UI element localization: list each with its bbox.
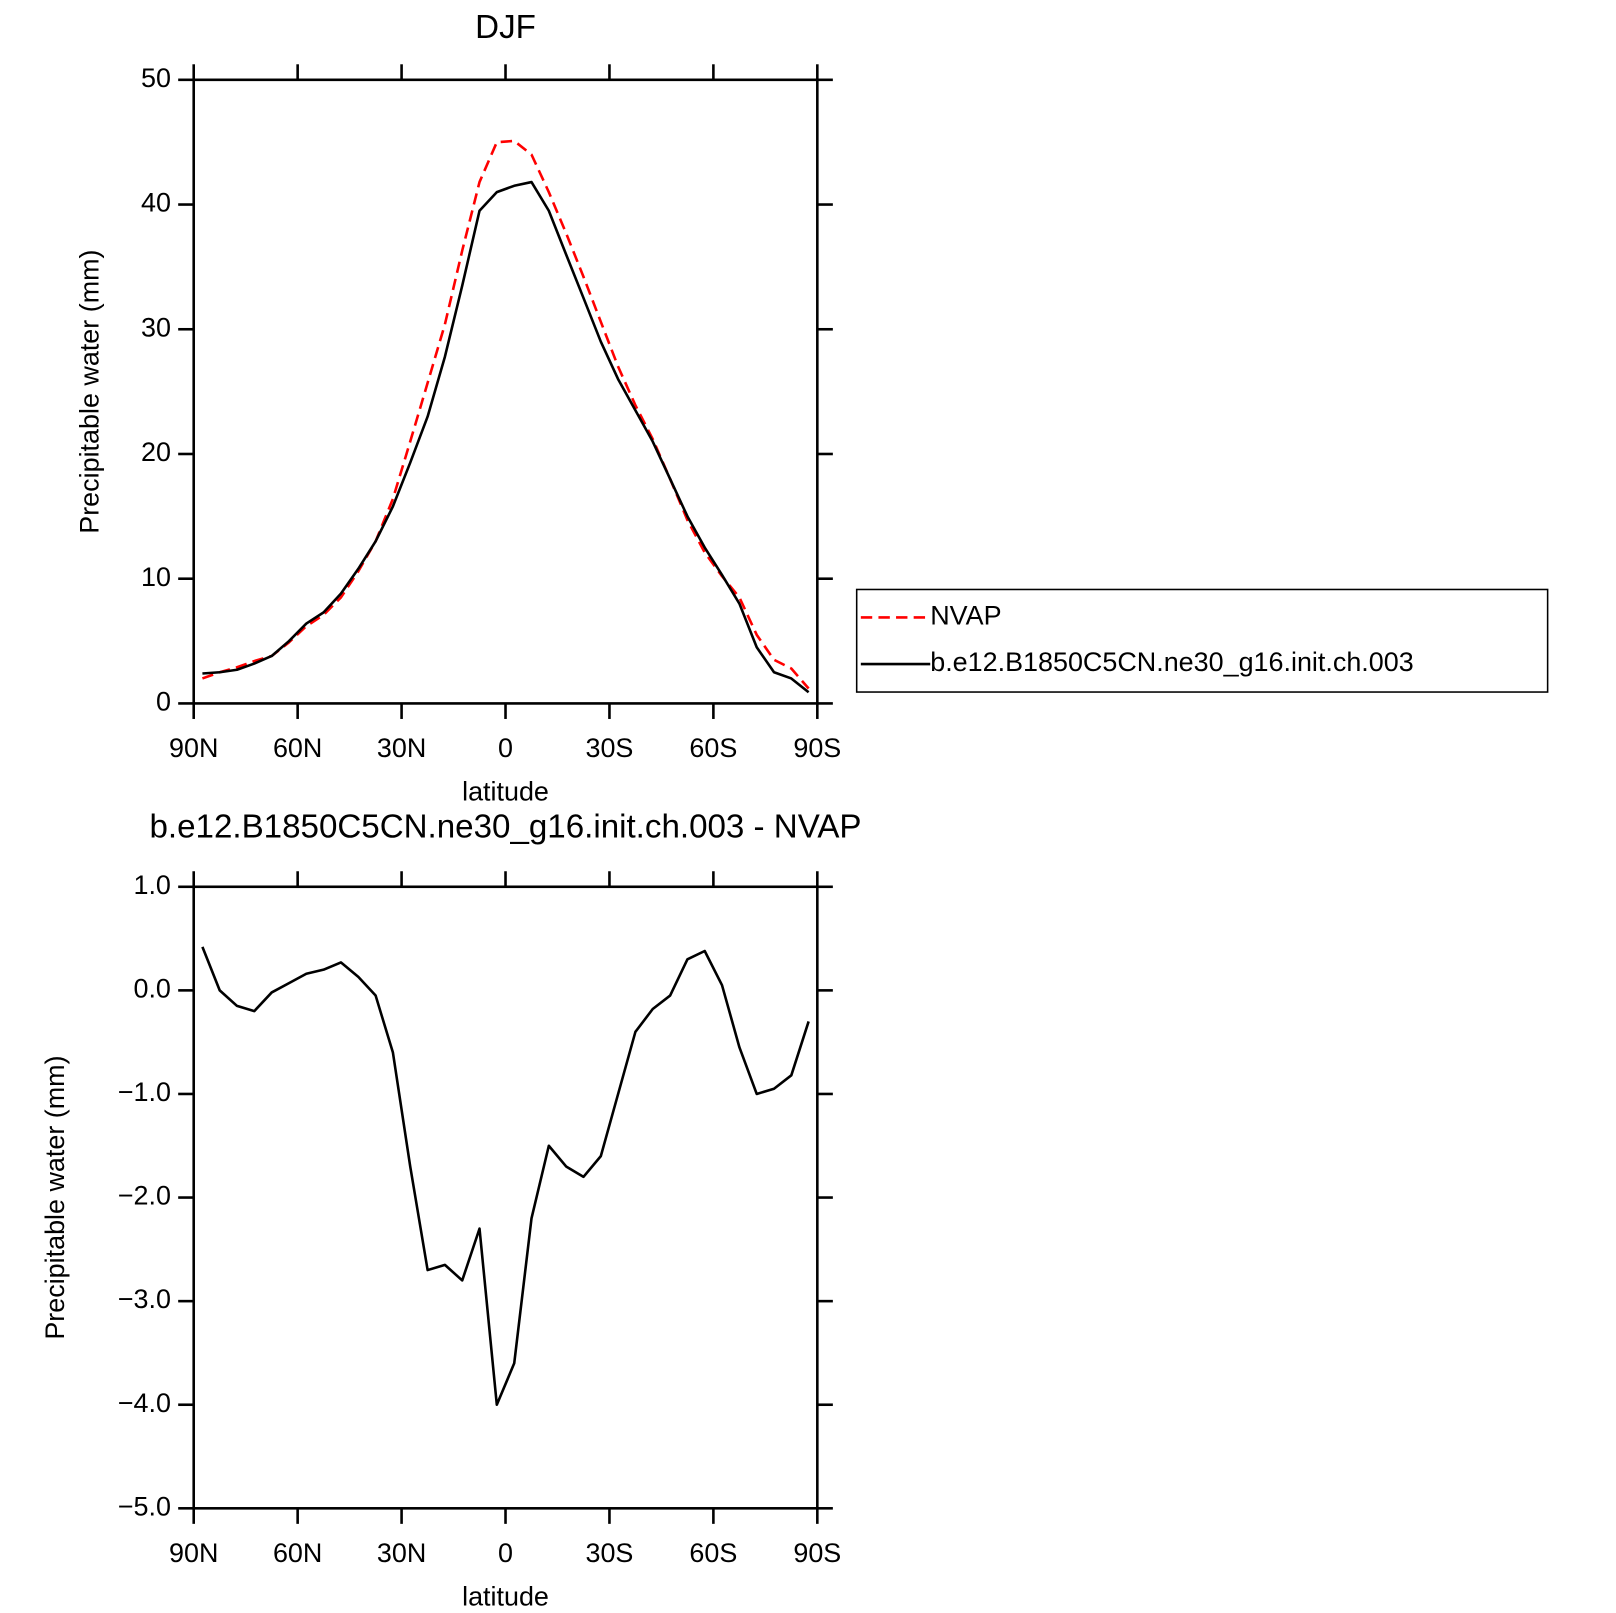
legend-box xyxy=(855,588,1549,693)
y-tick-label: 0.0 xyxy=(133,973,170,1003)
x-tick-label: 60N xyxy=(273,1538,322,1568)
y-axis-label: Precipitable water (mm) xyxy=(40,1055,70,1339)
legend-label: b.e12.B1850C5CN.ne30_g16.init.ch.003 xyxy=(930,647,1413,677)
x-tick-label: 60S xyxy=(689,1538,737,1568)
x-tick-label: 30N xyxy=(377,1538,426,1568)
chart-title: b.e12.B1850C5CN.ne30_g16.init.ch.003 - N… xyxy=(149,809,861,846)
x-axis-label: latitude xyxy=(462,1582,549,1612)
x-tick-label: 60S xyxy=(689,733,737,763)
x-tick-label: 90N xyxy=(169,733,218,763)
y-tick-label: −1.0 xyxy=(118,1077,171,1107)
x-tick-label: 90S xyxy=(793,733,841,763)
data-line xyxy=(201,946,810,1407)
y-tick-label: 20 xyxy=(141,437,171,467)
y-tick-label: 0 xyxy=(156,687,171,717)
x-tick-label: 90N xyxy=(169,1538,218,1568)
y-tick-label: −2.0 xyxy=(118,1181,171,1211)
y-tick-label: 10 xyxy=(141,562,171,592)
chart-title: DJF xyxy=(475,9,536,46)
data-line xyxy=(201,139,810,690)
x-tick-label: 30S xyxy=(585,733,633,763)
x-tick-label: 0 xyxy=(498,733,513,763)
y-tick-label: −3.0 xyxy=(118,1284,171,1314)
x-tick-label: 30S xyxy=(585,1538,633,1568)
y-axis-label: Precipitable water (mm) xyxy=(74,249,104,533)
legend-label: NVAP xyxy=(930,601,1001,631)
y-tick-label: 30 xyxy=(141,312,171,342)
y-tick-label: 40 xyxy=(141,188,171,218)
y-tick-label: 50 xyxy=(141,63,171,93)
x-tick-label: 90S xyxy=(793,1538,841,1568)
plot-frame xyxy=(192,885,819,1510)
plot-frame xyxy=(192,78,819,705)
x-tick-label: 0 xyxy=(498,1538,513,1568)
y-tick-label: −5.0 xyxy=(118,1491,171,1521)
data-line xyxy=(202,180,810,694)
y-tick-label: −4.0 xyxy=(118,1388,171,1418)
x-tick-label: 30N xyxy=(377,733,426,763)
x-tick-label: 60N xyxy=(273,733,322,763)
y-tick-label: 1.0 xyxy=(133,870,170,900)
x-axis-label: latitude xyxy=(462,777,549,807)
